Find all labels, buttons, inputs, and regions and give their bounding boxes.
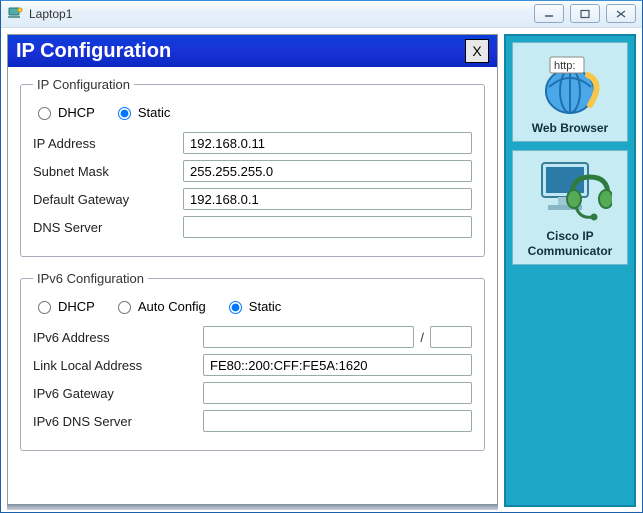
ipv6-gateway-input[interactable] xyxy=(203,382,472,404)
ipv6-auto-radio[interactable] xyxy=(118,301,131,314)
default-gateway-label: Default Gateway xyxy=(33,192,183,207)
subnet-mask-input[interactable] xyxy=(183,160,472,182)
panel-close-button[interactable]: X xyxy=(465,39,489,63)
ipv6-dhcp-radio[interactable] xyxy=(38,301,51,314)
ipv4-dhcp-option[interactable]: DHCP xyxy=(33,104,95,120)
ipv6-legend: IPv6 Configuration xyxy=(33,271,148,286)
subnet-mask-label: Subnet Mask xyxy=(33,164,183,179)
ip-address-input[interactable] xyxy=(183,132,472,154)
cisco-ip-communicator-caption: Cisco IP Communicator xyxy=(515,229,625,258)
ipv6-static-radio[interactable] xyxy=(229,301,242,314)
dns-server-input[interactable] xyxy=(183,216,472,238)
ipv4-static-radio[interactable] xyxy=(118,107,131,120)
ipv6-auto-label: Auto Config xyxy=(138,299,206,314)
minimize-button[interactable] xyxy=(534,4,564,23)
ipv4-mode-row: DHCP Static xyxy=(33,104,472,120)
laptop-icon xyxy=(7,6,23,22)
app-launcher-pane: http: Web Browser xyxy=(504,34,636,507)
ipv6-prefix-separator: / xyxy=(420,330,424,345)
ipv4-dhcp-label: DHCP xyxy=(58,105,95,120)
ipv6-dns-label: IPv6 DNS Server xyxy=(33,414,203,429)
ipv6-address-label: IPv6 Address xyxy=(33,330,203,345)
ipv6-gateway-label: IPv6 Gateway xyxy=(33,386,203,401)
panel-header: IP Configuration X xyxy=(8,35,497,67)
cisco-ip-communicator-icon xyxy=(515,157,625,227)
bottom-divider xyxy=(7,504,498,510)
ipv6-group: IPv6 Configuration DHCP Auto Config xyxy=(20,271,485,451)
panel-title: IP Configuration xyxy=(16,40,171,63)
panel-body: IP Configuration DHCP Static xyxy=(8,67,497,506)
window-controls xyxy=(534,4,636,23)
ipv6-mode-row: DHCP Auto Config Static xyxy=(33,298,472,314)
window-title: Laptop1 xyxy=(29,7,72,21)
ipv6-prefix-input[interactable] xyxy=(430,326,472,348)
ip-address-label: IP Address xyxy=(33,136,183,151)
ipv4-legend: IP Configuration xyxy=(33,77,134,92)
window-titlebar: Laptop1 xyxy=(1,1,642,28)
config-pane: IP Configuration X IP Configuration DHCP xyxy=(1,28,504,513)
ipv6-auto-option[interactable]: Auto Config xyxy=(113,298,206,314)
link-local-input[interactable] xyxy=(203,354,472,376)
web-browser-caption: Web Browser xyxy=(515,121,625,135)
web-browser-icon: http: xyxy=(515,49,625,119)
ipv6-dhcp-label: DHCP xyxy=(58,299,95,314)
svg-text:http:: http: xyxy=(554,60,575,72)
ip-config-panel: IP Configuration X IP Configuration DHCP xyxy=(7,34,498,507)
ipv6-static-option[interactable]: Static xyxy=(224,298,282,314)
ipv4-dhcp-radio[interactable] xyxy=(38,107,51,120)
ipv4-static-label: Static xyxy=(138,105,171,120)
window-close-button[interactable] xyxy=(606,4,636,23)
default-gateway-input[interactable] xyxy=(183,188,472,210)
ipv6-dhcp-option[interactable]: DHCP xyxy=(33,298,95,314)
ipv4-group: IP Configuration DHCP Static xyxy=(20,77,485,257)
cisco-ip-communicator-tile[interactable]: Cisco IP Communicator xyxy=(512,150,628,265)
maximize-button[interactable] xyxy=(570,4,600,23)
ipv6-dns-input[interactable] xyxy=(203,410,472,432)
ipv4-static-option[interactable]: Static xyxy=(113,104,171,120)
ipv6-static-label: Static xyxy=(249,299,282,314)
web-browser-tile[interactable]: http: Web Browser xyxy=(512,42,628,142)
ipv6-address-input[interactable] xyxy=(203,326,414,348)
window-body: IP Configuration X IP Configuration DHCP xyxy=(1,28,642,513)
dns-server-label: DNS Server xyxy=(33,220,183,235)
laptop-dialog-window: Laptop1 IP Configuration X xyxy=(0,0,643,513)
link-local-label: Link Local Address xyxy=(33,358,203,373)
